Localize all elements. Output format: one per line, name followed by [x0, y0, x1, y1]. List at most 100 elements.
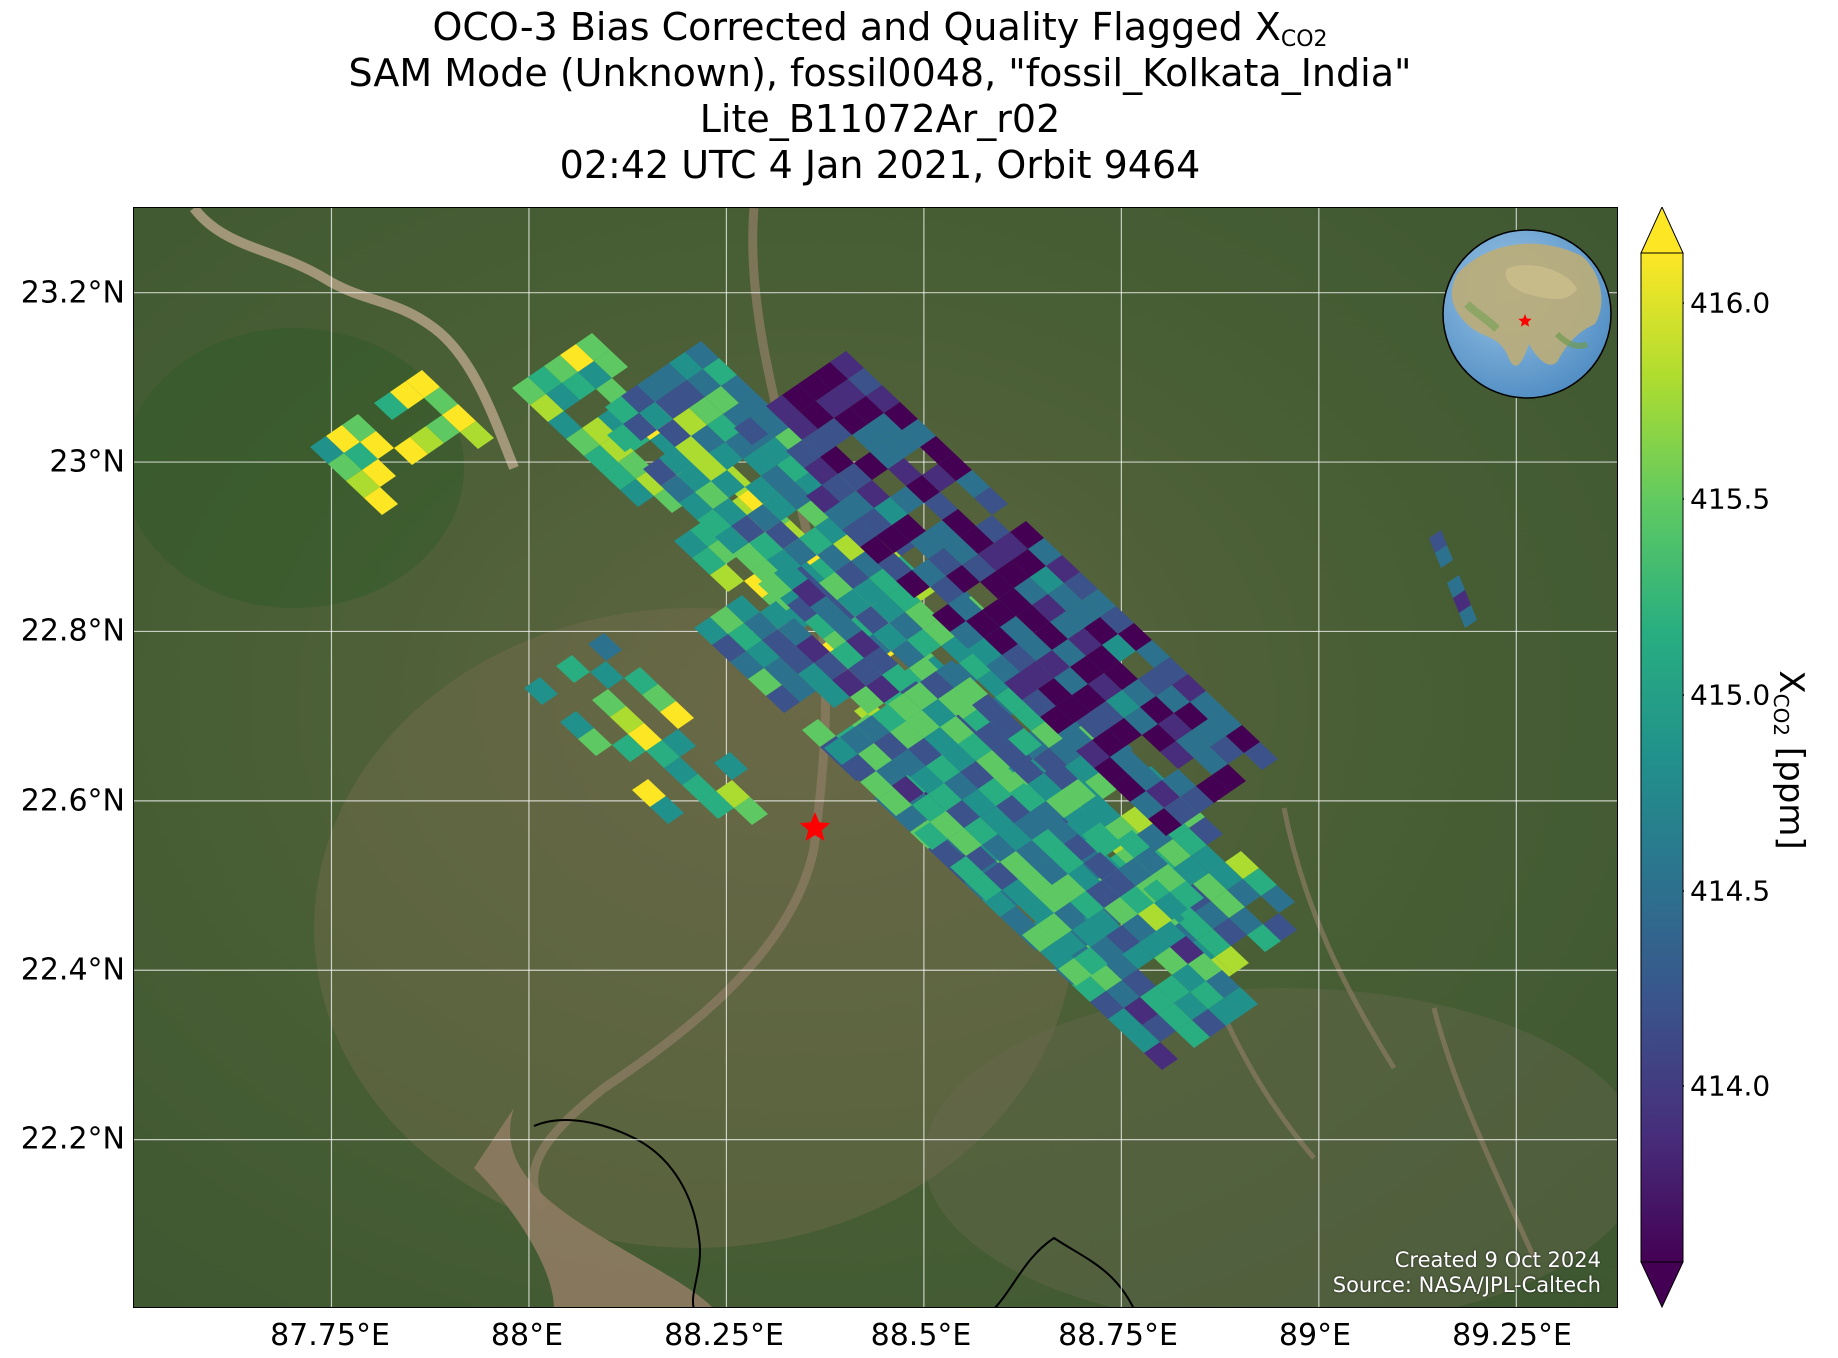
sounding-footprint: [1244, 742, 1278, 770]
sounding-footprint: [1068, 628, 1102, 656]
sounding-footprint: [1104, 897, 1138, 925]
sounding-footprint: [1108, 1008, 1142, 1036]
sounding-footprint: [590, 661, 624, 689]
sounding-footprint: [628, 723, 662, 751]
sounding-footprint: [655, 391, 689, 419]
colorbar-tick-416: 416.0: [1690, 286, 1771, 320]
sounding-footprint: [837, 589, 871, 617]
sounding-footprint: [1212, 764, 1246, 792]
sounding-footprint: [524, 677, 558, 705]
sounding-footprint: [605, 396, 639, 424]
sounding-footprint: [932, 604, 966, 632]
sounding-footprint: [1036, 650, 1070, 678]
sounding-footprint: [578, 361, 612, 389]
sounding-footprint: [948, 593, 982, 621]
sounding-footprint: [1080, 796, 1114, 824]
lat-tick-22.4: 22.4°N: [20, 952, 125, 988]
sounding-footprint: [1121, 805, 1155, 833]
sounding-footprint: [734, 417, 768, 445]
sounding-footprint: [1032, 594, 1066, 622]
coastline-west: [533, 1119, 701, 1307]
sounding-footprint: [910, 766, 944, 794]
sounding-footprint: [1008, 728, 1042, 756]
sounding-footprint: [758, 573, 792, 601]
sounding-footprint: [842, 754, 876, 782]
sounding-footprint: [639, 402, 673, 430]
sounding-footprint: [1066, 600, 1100, 628]
sounding-footprint: [1243, 868, 1277, 896]
sounding-footprint: [1175, 856, 1209, 884]
sounding-footprint: [914, 822, 948, 850]
sounding-footprint: [726, 595, 760, 623]
sounding-footprint: [853, 578, 887, 606]
sounding-footprint: [556, 655, 590, 683]
sounding-footprint: [856, 715, 890, 743]
sounding-footprint: [685, 341, 719, 369]
sounding-footprint: [1082, 589, 1116, 617]
sounding-footprint: [674, 530, 708, 558]
sounding-footprint: [394, 437, 428, 465]
sounding-footprint: [1122, 969, 1156, 997]
sounding-footprint: [787, 594, 821, 622]
sounding-footprint: [1211, 890, 1245, 918]
sounding-footprint: [690, 519, 724, 547]
sounding-footprint: [940, 716, 974, 744]
sounding-footprint: [764, 657, 798, 685]
sounding-footprint: [1224, 987, 1258, 1015]
sounding-footprint: [1112, 774, 1146, 802]
sounding-footprint: [854, 452, 888, 480]
sounding-footprint: [1128, 763, 1162, 791]
sounding-footprint: [544, 355, 578, 383]
sounding-footprint: [1052, 874, 1086, 902]
sounding-footprint: [607, 424, 641, 452]
sounding-footprint: [1004, 672, 1038, 700]
target-star: [799, 812, 831, 841]
sounding-footprint: [748, 668, 782, 696]
sounding-footprint: [1148, 808, 1182, 836]
sounding-footprint: [996, 795, 1030, 823]
sounding-footprint: [866, 385, 900, 413]
sounding-footprint: [1172, 964, 1206, 992]
sounding-footprint: [860, 536, 894, 564]
sounding-footprint: [1226, 725, 1260, 753]
sounding-footprint: [977, 669, 1011, 697]
sounding-footprint: [944, 772, 978, 800]
sounding-footprint: [1190, 691, 1224, 719]
sounding-footprint: [1191, 845, 1225, 873]
sounding-footprint: [994, 532, 1028, 560]
sounding-footprint: [928, 783, 962, 811]
sounding-footprint: [860, 771, 894, 799]
sounding-footprint: [364, 487, 398, 515]
sounding-footprint: [824, 502, 858, 530]
sounding-footprint: [1028, 538, 1062, 566]
sounding-footprint: [716, 780, 750, 808]
sounding-footprint: [650, 796, 684, 824]
sounding-footprint: [1034, 857, 1068, 885]
sounding-footprint: [938, 453, 972, 481]
sounding-footprint: [1213, 918, 1247, 946]
map-canvas: [134, 208, 1617, 1307]
sounding-footprint: [757, 409, 791, 437]
sounding-footprint: [874, 732, 908, 760]
sounding-footprint: [528, 366, 562, 394]
sounding-footprint: [956, 470, 990, 498]
sounding-footprint: [766, 395, 800, 423]
sounding-footprint: [1156, 685, 1190, 713]
sounding-footprint: [728, 623, 762, 651]
sounding-footprint: [1192, 1009, 1226, 1037]
sounding-footprint: [1018, 633, 1052, 661]
sounding-footprint: [1102, 634, 1136, 662]
sounding-footprint: [904, 682, 938, 710]
sounding-footprint: [780, 646, 814, 674]
sounding-footprint: [780, 604, 814, 632]
sounding-footprint: [866, 675, 900, 703]
sounding-footprint: [906, 710, 940, 738]
sounding-footprint: [632, 779, 666, 807]
sounding-footprint: [346, 470, 380, 498]
sounding-footprint: [835, 561, 869, 589]
sounding-footprint: [799, 527, 833, 555]
sounding-footprint: [1206, 970, 1240, 998]
sounding-footprint: [980, 571, 1014, 599]
chart-title-line-1: OCO-3 Bias Corrected and Quality Flagged…: [432, 5, 1328, 52]
sounding-footprint: [871, 595, 905, 623]
